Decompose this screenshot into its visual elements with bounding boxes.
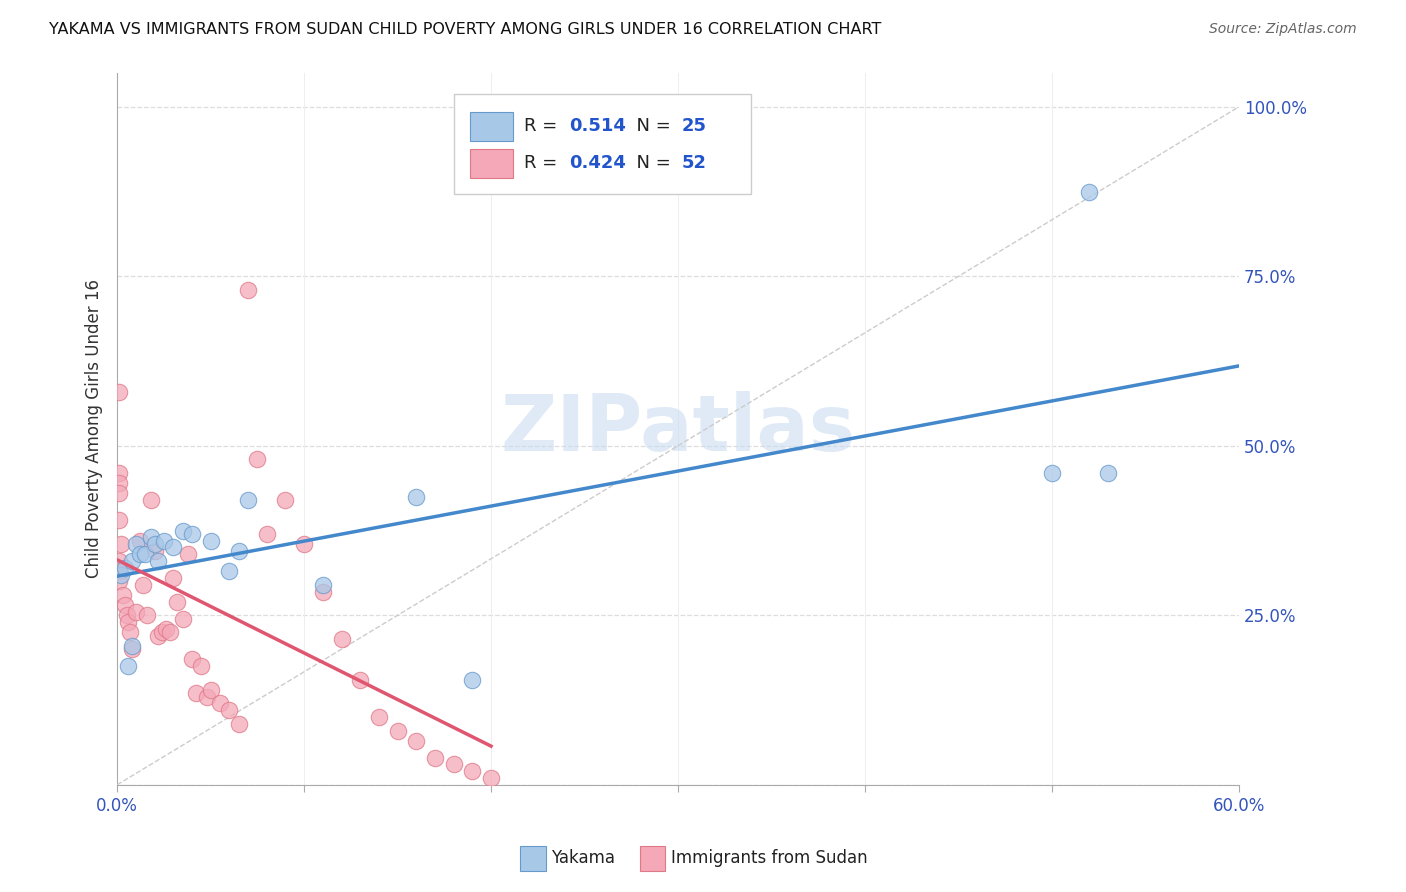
- Point: [110, 537, 132, 551]
- Text: 25: 25: [682, 118, 706, 136]
- Point: [120, 625, 142, 640]
- Point: [143, 544, 166, 558]
- Point: [181, 527, 204, 541]
- Text: 52: 52: [682, 154, 706, 172]
- Point: [479, 771, 502, 785]
- Point: [121, 642, 143, 657]
- Point: [108, 384, 131, 399]
- Text: ZIPatlas: ZIPatlas: [501, 391, 855, 467]
- Point: [236, 493, 259, 508]
- Point: [162, 541, 184, 555]
- Point: [461, 764, 484, 779]
- Text: Source: ZipAtlas.com: Source: ZipAtlas.com: [1209, 22, 1357, 37]
- Point: [132, 578, 155, 592]
- Text: N =: N =: [626, 154, 676, 172]
- Point: [125, 537, 148, 551]
- Bar: [471, 149, 513, 178]
- Point: [108, 476, 131, 491]
- Point: [443, 757, 465, 772]
- Text: R =: R =: [524, 118, 564, 136]
- Text: YAKAMA VS IMMIGRANTS FROM SUDAN CHILD POVERTY AMONG GIRLS UNDER 16 CORRELATION C: YAKAMA VS IMMIGRANTS FROM SUDAN CHILD PO…: [49, 22, 882, 37]
- FancyBboxPatch shape: [454, 95, 751, 194]
- Point: [177, 547, 200, 561]
- Point: [150, 625, 173, 640]
- Point: [108, 466, 131, 480]
- Point: [292, 537, 315, 551]
- Point: [228, 716, 250, 731]
- Point: [110, 567, 132, 582]
- Point: [181, 652, 204, 666]
- Point: [218, 564, 240, 578]
- Point: [148, 629, 170, 643]
- Point: [117, 659, 139, 673]
- Point: [208, 697, 231, 711]
- Point: [195, 690, 218, 704]
- Point: [128, 547, 150, 561]
- Point: [236, 283, 259, 297]
- Point: [200, 533, 222, 548]
- Point: [246, 452, 269, 467]
- Point: [1040, 466, 1063, 480]
- Point: [256, 527, 278, 541]
- Point: [312, 578, 335, 592]
- Point: [367, 710, 389, 724]
- Point: [423, 750, 446, 764]
- Text: N =: N =: [626, 118, 676, 136]
- Point: [405, 733, 427, 747]
- Point: [114, 598, 136, 612]
- Point: [155, 622, 177, 636]
- Text: 0.424: 0.424: [569, 154, 626, 172]
- Point: [139, 530, 162, 544]
- Y-axis label: Child Poverty Among Girls Under 16: Child Poverty Among Girls Under 16: [86, 279, 103, 578]
- Point: [172, 612, 194, 626]
- Point: [128, 533, 150, 548]
- Point: [153, 533, 176, 548]
- Point: [228, 544, 250, 558]
- Point: [121, 639, 143, 653]
- Point: [1097, 466, 1119, 480]
- Bar: [471, 112, 513, 141]
- Point: [461, 673, 484, 687]
- Point: [387, 723, 409, 738]
- Point: [159, 625, 181, 640]
- Point: [349, 673, 371, 687]
- Point: [1078, 185, 1101, 199]
- Point: [184, 686, 207, 700]
- Point: [148, 554, 170, 568]
- Point: [125, 605, 148, 619]
- Point: [108, 554, 131, 568]
- Point: [134, 547, 156, 561]
- Point: [330, 632, 353, 646]
- Point: [172, 524, 194, 538]
- Text: 0.514: 0.514: [569, 118, 626, 136]
- Point: [108, 564, 131, 578]
- Point: [312, 584, 335, 599]
- Point: [162, 571, 184, 585]
- Point: [121, 554, 143, 568]
- Point: [115, 608, 138, 623]
- Point: [108, 486, 131, 500]
- Text: R =: R =: [524, 154, 564, 172]
- Point: [139, 493, 162, 508]
- Point: [274, 493, 297, 508]
- Point: [200, 682, 222, 697]
- Text: Immigrants from Sudan: Immigrants from Sudan: [671, 849, 868, 867]
- Point: [136, 608, 159, 623]
- Point: [405, 490, 427, 504]
- Point: [114, 561, 136, 575]
- Point: [108, 574, 131, 589]
- Point: [117, 615, 139, 629]
- Point: [111, 588, 134, 602]
- Point: [108, 513, 131, 527]
- Text: Yakama: Yakama: [551, 849, 616, 867]
- Point: [190, 659, 212, 673]
- Point: [218, 703, 240, 717]
- Point: [143, 537, 166, 551]
- Point: [166, 595, 188, 609]
